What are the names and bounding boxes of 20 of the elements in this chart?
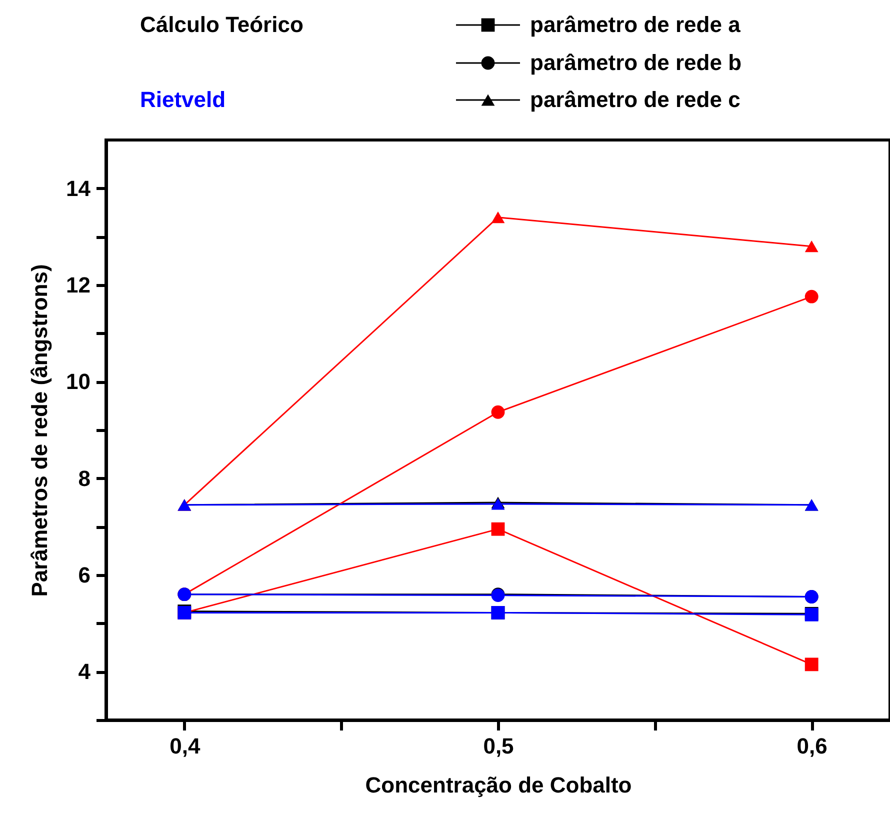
y-axis-title: Parâmetros de rede (ângstrons) bbox=[27, 264, 52, 597]
x-tick-label: 0,6 bbox=[796, 734, 828, 758]
y-tick-label: 6 bbox=[78, 562, 90, 588]
y-tick-label: 14 bbox=[66, 176, 92, 201]
x-tick-label: 0,5 bbox=[483, 734, 514, 758]
y-tick-label: 4 bbox=[78, 659, 92, 684]
legend-label: parâmetro de rede c bbox=[530, 87, 740, 112]
legend-label: parâmetro de rede a bbox=[530, 12, 742, 37]
point bbox=[491, 522, 505, 536]
legend-label: parâmetro de rede b bbox=[530, 50, 742, 75]
x-tick-label: 0,4 bbox=[170, 734, 201, 758]
y-tick-label: 10 bbox=[66, 369, 90, 394]
point bbox=[804, 290, 818, 304]
y-tick-label: 8 bbox=[78, 466, 90, 491]
text: Rietveld bbox=[140, 87, 226, 112]
point bbox=[804, 658, 818, 672]
point bbox=[491, 405, 505, 419]
y-tick-label: 12 bbox=[66, 272, 90, 298]
text: Cálculo Teórico bbox=[140, 12, 304, 37]
x-axis-title: Concentração de Cobalto bbox=[365, 772, 632, 798]
